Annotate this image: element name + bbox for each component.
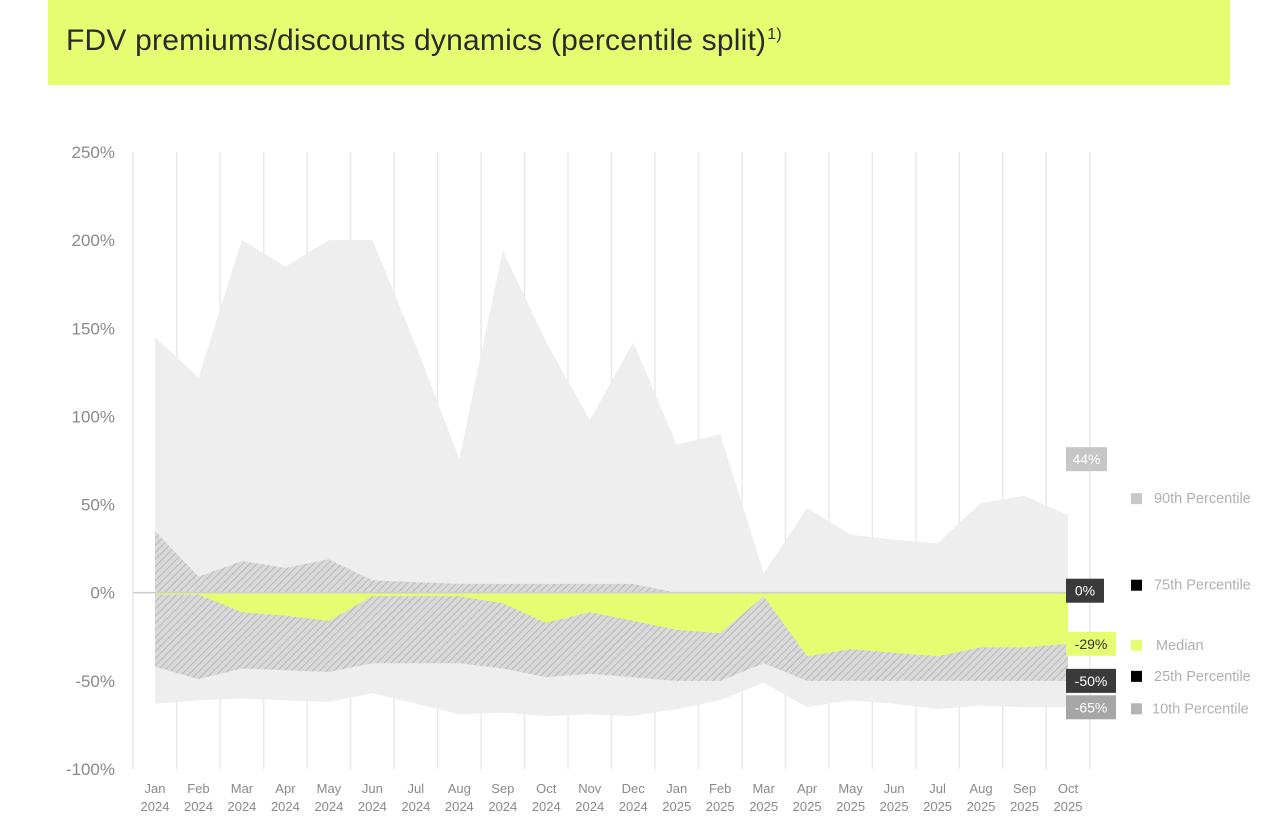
legend-label: 75th Percentile bbox=[1154, 578, 1251, 594]
y-tick-label: 200% bbox=[72, 231, 115, 250]
end-value-labels: 44% 0% -29% -50% -65% bbox=[1066, 447, 1116, 720]
x-tick-month: Jul bbox=[929, 781, 946, 796]
x-tick-month: Nov bbox=[578, 781, 602, 796]
x-tick-year: 2025 bbox=[836, 799, 865, 814]
end-label-badge bbox=[1066, 578, 1104, 603]
end-label-badge bbox=[1066, 447, 1107, 472]
x-tick-month: Jan bbox=[145, 781, 166, 796]
x-tick-month: May bbox=[838, 781, 863, 796]
x-tick-month: Jun bbox=[884, 781, 905, 796]
y-tick-label: 0% bbox=[90, 584, 115, 603]
end-label-value: -50% bbox=[1075, 673, 1108, 689]
end-label-badge bbox=[1066, 668, 1116, 693]
legend-swatch bbox=[1131, 639, 1142, 651]
x-tick-year: 2025 bbox=[1054, 799, 1083, 814]
x-tick-year: 2025 bbox=[749, 799, 778, 814]
x-tick-year: 2024 bbox=[488, 799, 517, 814]
x-tick-month: Mar bbox=[752, 781, 775, 796]
x-tick-year: 2024 bbox=[445, 799, 474, 814]
x-tick-month: Apr bbox=[275, 781, 296, 796]
x-tick-year: 2024 bbox=[271, 799, 300, 814]
legend-swatch bbox=[1131, 493, 1142, 505]
x-tick-year: 2024 bbox=[575, 799, 604, 814]
x-tick-month: Oct bbox=[536, 781, 557, 796]
chart-title-text: FDV premiums/discounts dynamics (percent… bbox=[66, 24, 767, 57]
y-tick-label: -50% bbox=[75, 672, 115, 691]
x-tick-year: 2024 bbox=[532, 799, 561, 814]
x-tick-month: Oct bbox=[1058, 781, 1079, 796]
y-tick-label: -100% bbox=[66, 760, 115, 779]
end-label-value: -29% bbox=[1075, 636, 1108, 652]
legend-swatch bbox=[1131, 703, 1142, 715]
x-tick-month: Aug bbox=[969, 781, 992, 796]
title-banner: FDV premiums/discounts dynamics (percent… bbox=[48, 0, 1230, 85]
x-tick-year: 2025 bbox=[706, 799, 735, 814]
x-tick-month: Jan bbox=[666, 781, 687, 796]
end-label-badge bbox=[1066, 631, 1116, 656]
x-tick-year: 2025 bbox=[662, 799, 691, 814]
x-tick-month: Mar bbox=[231, 781, 254, 796]
x-tick-year: 2025 bbox=[923, 799, 952, 814]
end-label-value: 0% bbox=[1075, 583, 1095, 599]
end-label-value: -65% bbox=[1075, 699, 1108, 715]
y-axis: 250% 200% 150% 100% 50% 0% -50% -100% bbox=[66, 143, 115, 779]
median-area bbox=[155, 592, 1068, 657]
legend: 90th Percentile 75th Percentile Median 25th… bbox=[1131, 491, 1251, 717]
y-tick-label: 100% bbox=[72, 407, 115, 426]
x-tick-month: Jun bbox=[362, 781, 383, 796]
chart-title: FDV premiums/discounts dynamics (percent… bbox=[66, 24, 782, 58]
x-tick-month: Feb bbox=[709, 781, 731, 796]
legend-swatch bbox=[1131, 670, 1142, 682]
x-tick-year: 2025 bbox=[793, 799, 822, 814]
legend-label: 90th Percentile bbox=[1154, 491, 1251, 507]
x-tick-month: Dec bbox=[622, 781, 646, 796]
x-tick-year: 2025 bbox=[880, 799, 909, 814]
x-tick-year: 2024 bbox=[358, 799, 387, 814]
end-label-value: 44% bbox=[1072, 451, 1100, 467]
x-tick-month: Apr bbox=[797, 781, 818, 796]
title-footnote: 1) bbox=[767, 26, 782, 43]
x-tick-year: 2024 bbox=[401, 799, 430, 814]
area-layer bbox=[133, 240, 1068, 717]
legend-label: 10th Percentile bbox=[1152, 701, 1249, 717]
x-tick-month: Sep bbox=[1013, 781, 1036, 796]
x-tick-month: May bbox=[317, 781, 342, 796]
end-label-badge bbox=[1066, 695, 1116, 720]
legend-label: Median bbox=[1156, 638, 1204, 654]
x-tick-year: 2024 bbox=[141, 799, 170, 814]
x-tick-year: 2025 bbox=[1010, 799, 1039, 814]
x-tick-month: Jul bbox=[408, 781, 425, 796]
x-tick-month: Feb bbox=[187, 781, 209, 796]
legend-label: 25th Percentile bbox=[1154, 669, 1251, 685]
x-tick-month: Sep bbox=[491, 781, 514, 796]
x-axis: Jan 2024 Feb 2024 Mar 2024 Apr 2024 May 2024 Jun 20… bbox=[141, 781, 1083, 814]
legend-swatch bbox=[1131, 579, 1142, 591]
x-tick-year: 2025 bbox=[967, 799, 996, 814]
x-tick-month: Aug bbox=[448, 781, 471, 796]
x-tick-year: 2024 bbox=[619, 799, 648, 814]
y-tick-label: 250% bbox=[72, 143, 115, 162]
y-tick-label: 50% bbox=[81, 496, 115, 515]
x-tick-year: 2024 bbox=[227, 799, 256, 814]
x-tick-year: 2024 bbox=[314, 799, 343, 814]
x-tick-year: 2024 bbox=[184, 799, 213, 814]
y-tick-label: 150% bbox=[72, 319, 115, 338]
